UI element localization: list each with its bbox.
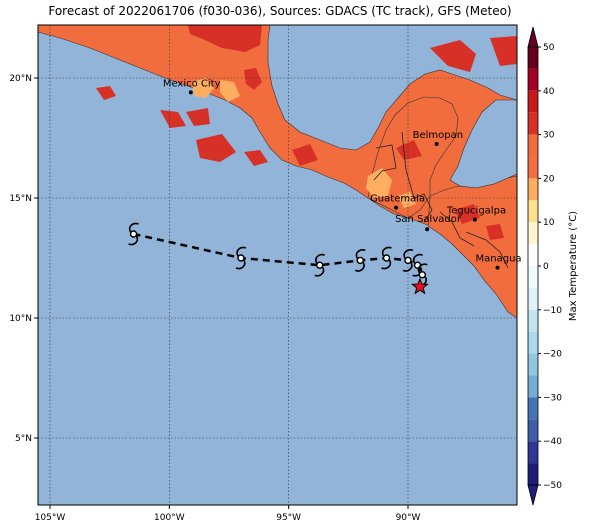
- cyclone-symbol-icon: [128, 222, 139, 246]
- colorbar-bin: [528, 463, 538, 485]
- map-frame: [37, 24, 518, 506]
- storm-track: [128, 222, 429, 295]
- city-dot: [188, 90, 193, 95]
- colorbar-tick-label: −30: [543, 393, 562, 403]
- colorbar-tick-label: 20: [543, 174, 555, 184]
- colorbar-bin: [528, 331, 538, 354]
- colorbar-tick-label: 10: [543, 218, 555, 228]
- colorbar-bin: [528, 178, 538, 201]
- colorbar-tick-label: 40: [543, 87, 555, 97]
- city-label: Tegucigalpa: [446, 206, 506, 217]
- colorbar-bin: [528, 200, 538, 223]
- lat-tick-label: 20°N: [9, 74, 32, 84]
- colorbar-bin: [528, 287, 538, 310]
- lon-tick-label: 95°W: [276, 513, 301, 523]
- city-label: San Salvador: [395, 214, 462, 225]
- axis-ticks: 105°W 100°W 95°W 90°W 20°N 15°N 10°N 5°N: [9, 74, 420, 523]
- colorbar-ticks: 50 40 30 20 10 0 −10 −20 −30 −40 −50: [538, 43, 562, 491]
- colorbar-bin: [528, 244, 538, 266]
- city-label: Guatemala: [370, 194, 425, 205]
- city-label: Belmopan: [413, 130, 463, 141]
- city-dot: [495, 265, 500, 270]
- city-label: Mexico City: [163, 78, 221, 89]
- colorbar-bin: [528, 112, 538, 135]
- country-borders: [373, 131, 509, 269]
- lon-tick-label: 105°W: [35, 513, 66, 523]
- colorbar-tick-label: −50: [543, 481, 562, 491]
- map-title: Forecast of 2022061706 (f030-036), Sourc…: [48, 4, 512, 18]
- colorbar-bin: [528, 353, 538, 376]
- colorbar-bin: [528, 156, 538, 179]
- colorbar-tick-label: 0: [543, 262, 549, 272]
- colorbar-bin: [528, 397, 538, 420]
- colorbar-extend-bottom: [527, 484, 539, 506]
- lat-tick-label: 5°N: [15, 434, 32, 444]
- colorbar-tick-label: 50: [543, 43, 555, 53]
- colorbar-bin: [528, 47, 538, 69]
- colorbar-bin: [528, 441, 538, 464]
- cyclone-symbol-icon: [354, 249, 366, 272]
- lon-tick-label: 100°W: [154, 513, 185, 523]
- city-dot: [394, 205, 399, 210]
- colorbar-tick-label: −10: [543, 306, 562, 316]
- cool-regions: [192, 78, 416, 208]
- colorbar-extend-top: [527, 26, 539, 48]
- lat-lon-grid: [38, 25, 517, 505]
- lat-tick-label: 10°N: [9, 314, 32, 324]
- central-america-land: [427, 175, 518, 319]
- colorbar-bin: [528, 266, 538, 288]
- colorbar-tick-label: −40: [543, 437, 562, 447]
- colorbar-label: Max Temperature (°C): [568, 211, 579, 321]
- colorbar-bin: [528, 375, 538, 398]
- colorbar-tick-label: −20: [543, 350, 562, 360]
- city-label: Managua: [476, 254, 522, 265]
- colorbar-bin: [528, 90, 538, 113]
- colorbar-bin: [528, 222, 538, 245]
- colorbar-bins: [527, 26, 539, 506]
- colorbar-bin: [528, 134, 538, 157]
- cyclone-symbol-icon: [235, 246, 247, 270]
- colorbar-tick-label: 30: [543, 131, 555, 141]
- current-position-star-icon: [410, 277, 429, 295]
- cyclone-symbol-icon: [402, 249, 414, 272]
- hot-regions: [96, 25, 517, 240]
- lat-tick-label: 15°N: [9, 194, 32, 204]
- city-dot: [472, 217, 477, 222]
- city-dot: [434, 142, 439, 146]
- lon-tick-label: 90°W: [396, 513, 421, 523]
- cyclone-symbol-icon: [314, 253, 325, 277]
- track-line: [133, 232, 424, 276]
- colorbar-bin: [528, 68, 538, 91]
- colorbar-bin: [528, 309, 538, 332]
- city-markers: Mexico City Belmopan Guatemala San Salvador…: [163, 78, 522, 270]
- colorbar-bin: [528, 419, 538, 442]
- cyclone-symbol-icon: [381, 246, 392, 270]
- city-dot: [425, 227, 430, 232]
